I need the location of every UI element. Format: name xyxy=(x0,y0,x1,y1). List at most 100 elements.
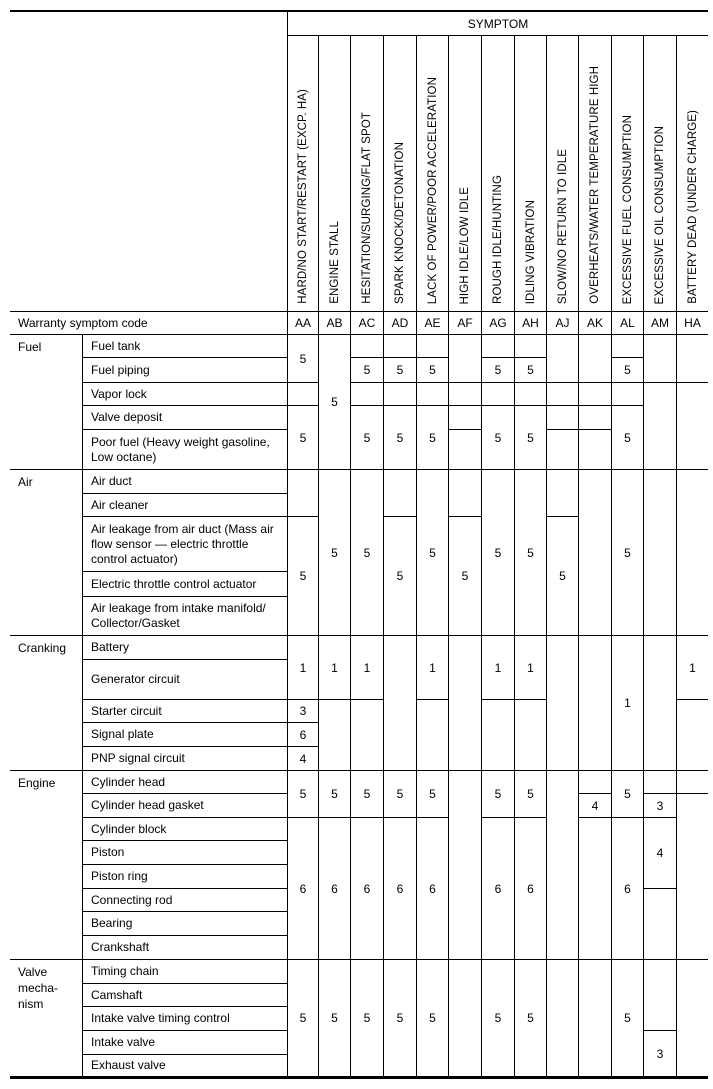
empty-cell xyxy=(546,406,578,430)
empty-cell xyxy=(676,794,708,960)
category-label: Cranking xyxy=(10,636,82,771)
priority-cell: 5 xyxy=(416,358,448,383)
priority-cell: 5 xyxy=(318,335,350,470)
symptom-column-header: SLOW/NO RETURN TO IDLE xyxy=(546,36,578,312)
empty-cell xyxy=(611,335,643,358)
item-label: Air leakage from intake manifold/ Collec… xyxy=(82,597,287,636)
priority-cell: 6 xyxy=(481,818,514,960)
empty-cell xyxy=(546,383,578,406)
empty-cell xyxy=(448,960,481,1077)
priority-cell: 5 xyxy=(287,771,318,818)
empty-cell xyxy=(448,470,481,517)
empty-cell xyxy=(611,383,643,406)
symptom-column-header: ROUGH IDLE/HUNTING xyxy=(481,36,514,312)
empty-cell xyxy=(578,406,611,430)
symptom-column-header: BATTERY DEAD (UNDER CHARGE) xyxy=(676,36,708,312)
symptom-label: SPARK KNOCK/DETONATION xyxy=(394,142,406,304)
empty-cell xyxy=(676,700,708,771)
priority-cell: 5 xyxy=(611,771,643,818)
empty-cell xyxy=(514,383,546,406)
item-label: Camshaft xyxy=(82,984,287,1007)
empty-cell xyxy=(643,960,676,1031)
priority-cell: 3 xyxy=(287,700,318,723)
priority-cell: 4 xyxy=(287,747,318,771)
priority-cell: 5 xyxy=(481,960,514,1077)
empty-cell xyxy=(448,430,481,470)
priority-cell: 5 xyxy=(514,470,546,636)
empty-cell xyxy=(383,470,416,517)
symptom-label: HESITATION/SURGING/FLAT SPOT xyxy=(361,112,373,304)
priority-cell: 5 xyxy=(481,406,514,470)
symptom-column-header: SPARK KNOCK/DETONATION xyxy=(383,36,416,312)
symptom-column-header: EXCESSIVE FUEL CONSUMPTION xyxy=(611,36,643,312)
symptom-column-header: HESITATION/SURGING/FLAT SPOT xyxy=(350,36,383,312)
item-label: Connecting rod xyxy=(82,889,287,912)
empty-cell xyxy=(546,470,578,517)
header-corner-blank xyxy=(10,12,287,312)
empty-cell xyxy=(416,383,448,406)
priority-cell: 5 xyxy=(383,358,416,383)
empty-cell xyxy=(578,818,611,960)
symptom-column-header: IDLING VIBRATION xyxy=(514,36,546,312)
priority-cell: 5 xyxy=(287,406,318,470)
symptom-code: AK xyxy=(578,312,611,335)
item-label: Bearing xyxy=(82,912,287,936)
empty-cell xyxy=(383,636,416,771)
table-top-rule xyxy=(10,10,708,12)
empty-cell xyxy=(643,889,676,960)
priority-cell: 6 xyxy=(514,818,546,960)
empty-cell xyxy=(318,700,350,771)
empty-cell xyxy=(287,383,318,406)
item-label: Air cleaner xyxy=(82,494,287,517)
priority-cell: 5 xyxy=(383,406,416,470)
empty-cell xyxy=(578,771,611,794)
category-label: Engine xyxy=(10,771,82,960)
symptom-label: SLOW/NO RETURN TO IDLE xyxy=(556,148,569,304)
item-label: Timing chain xyxy=(82,960,287,984)
item-label: Air leakage from air duct (Mass air flow… xyxy=(82,517,287,572)
symptom-code: AM xyxy=(643,312,676,335)
item-label: Piston xyxy=(82,841,287,865)
empty-cell xyxy=(514,335,546,358)
empty-cell xyxy=(448,335,481,383)
empty-cell xyxy=(546,960,578,1077)
priority-cell: 5 xyxy=(287,335,318,383)
empty-cell xyxy=(643,636,676,771)
empty-cell xyxy=(350,335,383,358)
symptom-label: LACK OF POWER/POOR ACCELERATION xyxy=(426,76,439,304)
symptom-column-header: LACK OF POWER/POOR ACCELERATION xyxy=(416,36,448,312)
empty-cell xyxy=(578,960,611,1077)
priority-cell: 5 xyxy=(383,771,416,818)
warranty-code-label: Warranty symptom code xyxy=(10,312,287,335)
priority-cell: 5 xyxy=(318,771,350,818)
symptom-code: AD xyxy=(383,312,416,335)
priority-cell: 5 xyxy=(318,960,350,1077)
item-label: Crankshaft xyxy=(82,936,287,960)
symptom-code: AJ xyxy=(546,312,578,335)
item-label: Valve deposit xyxy=(82,406,287,430)
priority-cell: 5 xyxy=(287,517,318,636)
priority-cell: 5 xyxy=(287,960,318,1077)
item-label: Fuel piping xyxy=(82,358,287,383)
symptom-code: AB xyxy=(318,312,350,335)
empty-cell xyxy=(514,700,546,771)
priority-cell: 1 xyxy=(481,636,514,700)
item-label: Cylinder head gasket xyxy=(82,794,287,818)
symptom-column-header: EXCESSIVE OIL CONSUMPTION xyxy=(643,36,676,312)
empty-cell xyxy=(546,335,578,383)
empty-cell xyxy=(481,700,514,771)
priority-cell: 5 xyxy=(416,960,448,1077)
priority-cell: 1 xyxy=(416,636,448,700)
symptom-label: BATTERY DEAD (UNDER CHARGE) xyxy=(686,110,699,304)
empty-cell xyxy=(546,636,578,771)
symptom-label: EXCESSIVE FUEL CONSUMPTION xyxy=(621,114,634,304)
priority-cell: 5 xyxy=(448,517,481,636)
item-label: Cylinder block xyxy=(82,818,287,841)
item-label: Generator circuit xyxy=(82,660,287,700)
empty-cell xyxy=(416,335,448,358)
empty-cell xyxy=(383,383,416,406)
empty-cell xyxy=(643,383,676,470)
empty-cell xyxy=(643,771,676,794)
symptom-label: ENGINE STALL xyxy=(328,221,341,304)
priority-cell: 3 xyxy=(643,794,676,818)
